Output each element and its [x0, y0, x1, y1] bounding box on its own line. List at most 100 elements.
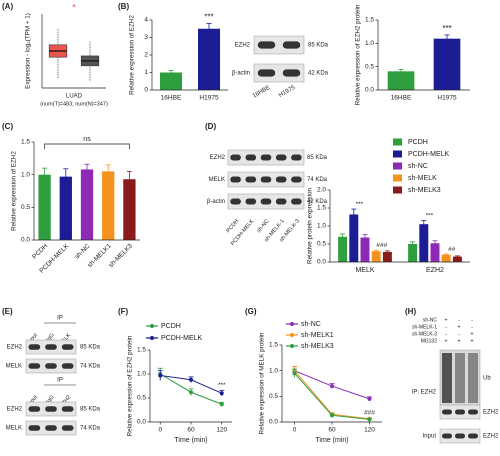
legend-marker — [290, 344, 294, 348]
panel-label: (B) — [118, 2, 129, 11]
blot-band — [260, 154, 272, 161]
legend-label: PCDH-MELK — [408, 151, 450, 158]
y-tick-label: 2 — [144, 52, 148, 59]
blot-row-label: MELK — [6, 364, 22, 370]
x-axis-label: Time (min) — [315, 437, 348, 444]
legend-swatch — [393, 186, 402, 194]
blot-band — [257, 69, 276, 77]
annotation: ### — [376, 242, 387, 249]
legend-marker — [150, 336, 154, 340]
y-tick-label: 1.5 — [269, 342, 278, 349]
y-axis-label: Relative expression of EZH2 — [129, 15, 136, 95]
ub-smear — [468, 353, 478, 403]
y-tick-label: 0.0 — [21, 237, 30, 244]
condition-sign: - — [458, 331, 460, 337]
bar — [102, 171, 115, 240]
blot-band — [455, 409, 465, 415]
blot-band — [61, 406, 74, 412]
legend-marker — [290, 333, 294, 337]
x-tick-label: H1975 — [199, 95, 219, 102]
bar — [59, 176, 72, 240]
x-tick-label: MELK — [355, 267, 374, 274]
blot-band — [61, 344, 74, 350]
x-tick-label: 16HBE — [391, 95, 412, 102]
blot-band — [260, 176, 272, 183]
x-tick-label: 120 — [364, 427, 375, 434]
blot-band — [28, 344, 41, 350]
bar — [408, 244, 418, 262]
bar — [159, 72, 183, 90]
blot-row-label: β-actin — [232, 71, 250, 77]
y-tick-label: 0.0 — [365, 87, 374, 94]
blot-band — [245, 198, 257, 205]
y-axis-label: Relative expression of EZH2 — [11, 151, 18, 231]
condition-sign: - — [458, 317, 460, 323]
legend-label: PCDH — [408, 139, 428, 146]
condition-label: sh-MELK-3 — [412, 331, 437, 337]
blot-lane-label: PCDH — [226, 218, 241, 234]
legend-label: sh-MELK3 — [301, 343, 334, 350]
blot-row-label: EZH2 — [483, 410, 499, 416]
blot-row-label: EZH2 — [7, 407, 23, 413]
blot-band — [291, 176, 302, 183]
blot-size-label: 85 KDa — [80, 345, 101, 351]
bar — [441, 254, 451, 262]
y-tick-label: 0.5 — [269, 393, 278, 400]
legend-swatch — [393, 150, 402, 158]
blot-row-label: MELK — [209, 177, 225, 183]
bar — [123, 179, 136, 240]
y-axis-label: Relative expression of EZH2 protein — [127, 335, 134, 436]
x-tick-label: sh-NC — [74, 242, 92, 260]
blot-band — [28, 425, 41, 431]
blot-band — [291, 198, 302, 205]
blot-size-label: 85 KDa — [308, 43, 329, 49]
condition-sign: - — [471, 324, 473, 330]
annotation: *** — [218, 382, 226, 389]
legend-label: PCDH — [161, 323, 181, 330]
blot-band — [245, 154, 257, 161]
x-axis-label: Time (min) — [174, 437, 207, 444]
blot-row-label: EZH2 — [235, 43, 251, 49]
condition-label: sh-MELK-1 — [412, 324, 437, 330]
panel-label: (D) — [205, 122, 216, 131]
note: (num(T)=483; num(N)=347) — [40, 101, 108, 107]
annotation: * — [72, 2, 76, 12]
condition-sign: + — [470, 338, 473, 344]
blot-band — [282, 41, 301, 49]
y-axis-label: Relative expression of MELK protein — [259, 332, 266, 434]
condition-sign: + — [444, 317, 447, 323]
legend-label: sh-MELK — [408, 175, 437, 182]
bar — [338, 236, 348, 262]
y-axis-label: Expression - log₂(TPM + 1) — [25, 13, 32, 89]
blot-row-label: EZH2 — [210, 155, 226, 161]
panel-label: (C) — [2, 122, 13, 131]
x-tick-label: 60 — [328, 427, 336, 434]
ub-smear — [455, 353, 465, 403]
point — [219, 402, 224, 407]
blot-row-label: MELK — [6, 426, 22, 432]
blot-band — [442, 433, 452, 439]
legend-marker — [290, 322, 294, 326]
y-tick-label: 1.0 — [137, 371, 146, 378]
point — [219, 391, 224, 396]
legend-swatch — [393, 138, 402, 146]
point — [189, 377, 193, 382]
bar — [360, 237, 370, 262]
blot-band — [468, 409, 478, 415]
blot-lane-label: sh-NC — [256, 218, 271, 234]
blot-lane-label: IgG — [45, 394, 55, 405]
bar — [382, 251, 392, 262]
blot-size-label: 42 KDa — [307, 199, 328, 205]
blot-size-label: 85 KDa — [307, 155, 328, 161]
annotation: *** — [442, 24, 451, 33]
blot-row-label: EZH2 — [483, 434, 499, 440]
bar — [197, 28, 221, 90]
x-tick-label: EZH2 — [426, 267, 444, 274]
annotation: *** — [426, 212, 434, 219]
point — [367, 417, 372, 422]
y-tick-label: 1.0 — [317, 223, 326, 230]
blot-band — [245, 176, 257, 183]
y-tick-label: 1.0 — [21, 171, 30, 178]
y-tick-label: 0.0 — [269, 419, 278, 426]
